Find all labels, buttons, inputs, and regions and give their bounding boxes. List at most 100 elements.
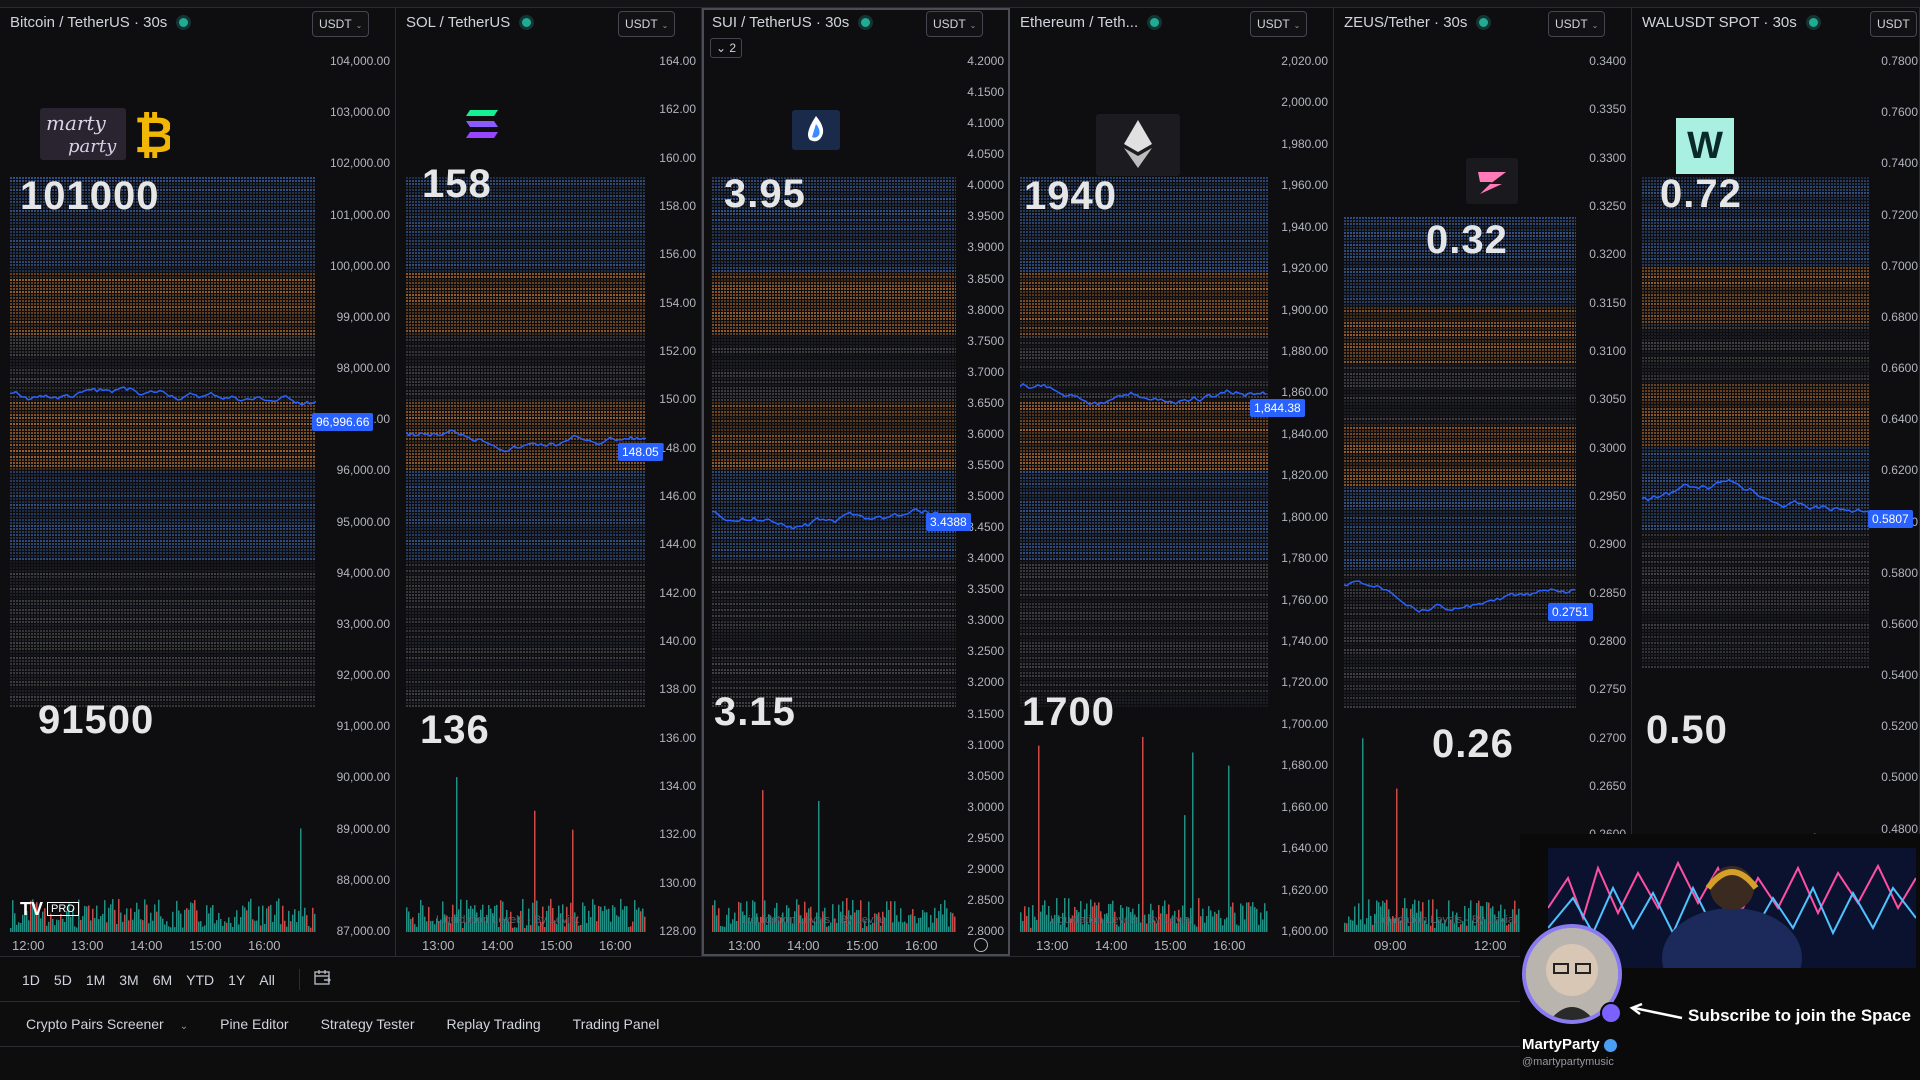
- symbol-title[interactable]: SUI / TetherUS · 30s: [712, 14, 871, 31]
- volume-bar: [100, 916, 102, 932]
- volume-bar: [108, 907, 110, 932]
- volume-bar: [1126, 906, 1128, 932]
- price-chart-canvas[interactable]: [406, 8, 646, 948]
- volume-bar: [816, 912, 818, 932]
- volume-bar: [748, 917, 750, 932]
- currency-label: USDT: [319, 17, 352, 31]
- volume-bar: [216, 920, 218, 932]
- volume-bar: [1476, 903, 1478, 932]
- symbol-title[interactable]: WALUSDT SPOT · 30s: [1642, 14, 1818, 31]
- volume-bar: [634, 900, 636, 932]
- currency-select[interactable]: USDT ⌄: [1250, 11, 1308, 37]
- volume-bar: [1022, 920, 1024, 932]
- volume-bar: [1162, 906, 1164, 932]
- symbol-title[interactable]: Bitcoin / TetherUS · 30s: [10, 14, 189, 31]
- tab-pine-editor[interactable]: Pine Editor: [220, 1016, 289, 1032]
- volume-bar: [176, 900, 178, 932]
- volume-bar: [1086, 903, 1088, 932]
- symbol-title[interactable]: Ethereum / Teth...: [1020, 14, 1160, 31]
- y-axis-tick: 1,920.00: [1281, 261, 1328, 276]
- y-axis-tick: 158.00: [659, 199, 696, 213]
- range-all[interactable]: All: [259, 971, 275, 988]
- volume-bar: [822, 911, 824, 932]
- chevron-down-icon: ⌄: [1591, 21, 1599, 30]
- price-line: [1020, 382, 1267, 406]
- volume-bar: [950, 912, 952, 932]
- volume-bar: [466, 900, 468, 932]
- chart-panel[interactable]: Bitcoin / TetherUS · 30s USDT ⌄ 101000 91500…: [0, 8, 396, 956]
- chevron-down-icon[interactable]: ⌄: [179, 1021, 189, 1032]
- volume-bar: [166, 921, 168, 932]
- volume-bar: [1188, 918, 1190, 932]
- y-axis-tick: 3.2500: [967, 644, 1004, 659]
- y-axis-tick: 1,940.00: [1281, 219, 1328, 234]
- date-range-icon[interactable]: [298, 969, 334, 990]
- subscribe-text[interactable]: Subscribe to join the Space: [1688, 1006, 1911, 1025]
- volume-bar: [72, 908, 74, 932]
- volume-bar: [1172, 915, 1174, 932]
- currency-select[interactable]: USDT ⌄: [926, 11, 984, 37]
- range-ytd[interactable]: YTD: [186, 971, 215, 988]
- tab-crypto-pairs-screener[interactable]: Crypto Pairs Screener ⌄: [26, 1016, 188, 1032]
- volume-bar: [1484, 919, 1486, 932]
- volume-bar: [612, 905, 614, 932]
- y-axis-tick: 3.7500: [967, 333, 1004, 348]
- y-axis-tick: 2.8000: [967, 924, 1004, 938]
- price-chart-canvas[interactable]: [712, 8, 956, 948]
- chart-panel[interactable]: ZEUS/Tether · 30s USDT ⌄ Liquidation Levels…: [1334, 8, 1632, 956]
- price-chart-canvas[interactable]: [1344, 8, 1576, 948]
- chart-panel[interactable]: WALUSDT SPOT · 30s USDT 0.72 0.50 W 0.7800 0.7…: [1632, 8, 1920, 956]
- tradingview-badge: TV PRO: [20, 898, 79, 920]
- volume-bar: [1398, 918, 1400, 932]
- svg-text:₿: ₿: [134, 108, 170, 160]
- currency-label: USDT: [1877, 17, 1910, 31]
- volume-bar: [856, 909, 858, 932]
- volume-bar: [86, 906, 88, 932]
- chart-panel[interactable]: Ethereum / Teth... USDT ⌄ Liquidation Level…: [1010, 8, 1334, 956]
- volume-bar: [298, 910, 300, 932]
- volume-bar: [440, 919, 442, 932]
- range-5d[interactable]: 5D: [53, 971, 72, 988]
- range-3m[interactable]: 3M: [119, 971, 139, 988]
- volume-bar: [1090, 899, 1092, 932]
- volume-bar: [502, 901, 504, 932]
- volume-bar: [910, 914, 912, 932]
- chart-panel[interactable]: SUI / TetherUS · 30s USDT ⌄ ⌄ 2 Liquidation …: [702, 8, 1010, 956]
- y-axis-tick: 162.00: [659, 102, 696, 117]
- volume-bar: [1214, 911, 1216, 932]
- volume-bar: [1396, 788, 1398, 932]
- settings-icon[interactable]: [974, 938, 988, 952]
- range-6m[interactable]: 6M: [152, 971, 173, 988]
- volume-bar: [138, 909, 140, 932]
- volume-bar: [1054, 914, 1056, 932]
- volume-bar: [616, 915, 618, 932]
- collapse-indicators-button[interactable]: ⌄ 2: [710, 38, 743, 58]
- avatar[interactable]: [1522, 924, 1622, 1024]
- volume-bar: [1348, 916, 1350, 932]
- volume-bar: [870, 924, 872, 932]
- price-chart-canvas[interactable]: [1020, 8, 1268, 948]
- currency-select[interactable]: USDT: [1870, 11, 1917, 37]
- tab-strategy-tester[interactable]: Strategy Tester: [320, 1016, 415, 1032]
- currency-select[interactable]: USDT ⌄: [618, 11, 676, 37]
- x-axis-tick: 09:00: [1374, 938, 1407, 953]
- range-1m[interactable]: 1M: [85, 971, 106, 988]
- currency-select[interactable]: USDT ⌄: [1548, 11, 1606, 37]
- price-chart-canvas[interactable]: [10, 8, 316, 948]
- volume-bar: [1512, 909, 1514, 932]
- volume-bar: [1388, 909, 1390, 932]
- y-axis-tick: 136.00: [659, 730, 696, 745]
- volume-bar: [36, 902, 38, 932]
- tab-replay-trading[interactable]: Replay Trading: [446, 1016, 541, 1032]
- symbol-title[interactable]: SOL / TetherUS: [406, 14, 532, 31]
- volume-bar: [868, 901, 870, 932]
- currency-select[interactable]: USDT ⌄: [312, 11, 370, 37]
- price-line: [1642, 478, 1870, 514]
- level-label-bottom: 136: [420, 708, 490, 752]
- volume-bar: [1478, 900, 1480, 932]
- symbol-title[interactable]: ZEUS/Tether · 30s: [1344, 14, 1489, 31]
- range-1y[interactable]: 1Y: [228, 971, 246, 988]
- range-1d[interactable]: 1D: [22, 971, 40, 988]
- tab-trading-panel[interactable]: Trading Panel: [572, 1016, 660, 1032]
- chart-panel[interactable]: SOL / TetherUS USDT ⌄ Liquidation Levels - …: [396, 8, 702, 956]
